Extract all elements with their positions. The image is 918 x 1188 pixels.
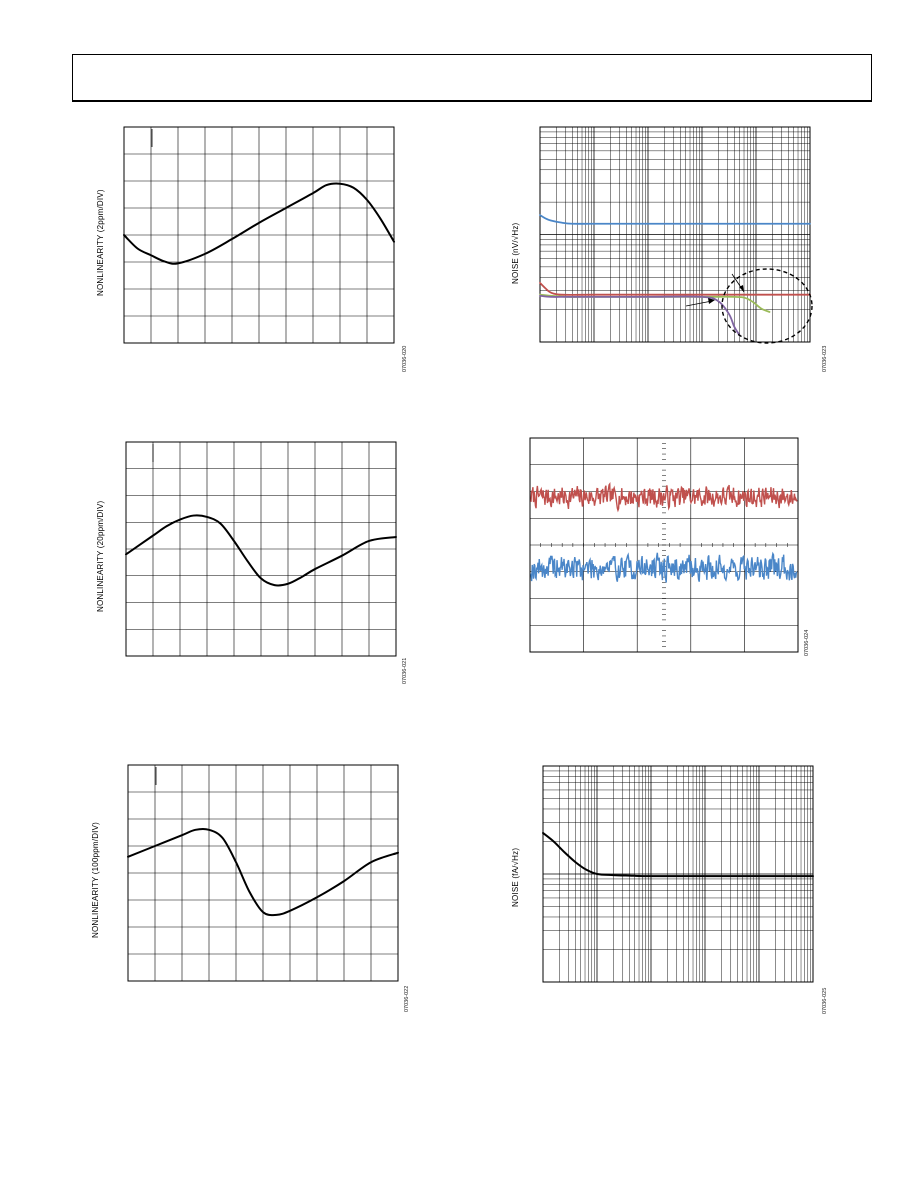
chart-4-figure-id: 07036-023: [822, 345, 828, 372]
chart-1-ylabel: NONLINEARITY (2ppm/DIV): [96, 189, 105, 296]
chart-2-ylabel: NONLINEARITY (20ppm/DIV): [96, 500, 105, 612]
chart-5-series-2: [530, 551, 798, 583]
chart-4-ylabel: NOISE (nV/√Hz): [511, 222, 520, 284]
chart-6-figure-id: 07036-025: [822, 987, 828, 1014]
chart-4-series-2: [539, 281, 811, 296]
chart-3-figure-id: 07036-022: [404, 985, 410, 1012]
chart-4-series-4: [539, 294, 741, 337]
chart-4-arrow-line: [685, 300, 713, 307]
chart-3-ylabel: NONLINEARITY (100ppm/DIV): [91, 822, 100, 938]
page-header-box: [72, 54, 872, 102]
chart-4-arrowhead: [708, 298, 715, 304]
chart-4-series-1: [539, 214, 811, 225]
chart-2-series-1: [125, 514, 397, 587]
chart-1-figure-id: 07036-020: [402, 345, 408, 372]
chart-6-series-1: [542, 831, 814, 878]
chart-1-series-1: [123, 182, 395, 265]
chart-2-figure-id: 07036-021: [402, 657, 408, 684]
chart-5-series-1: [530, 481, 798, 513]
chart-3-series-1: [127, 827, 399, 917]
chart-5-figure-id: 07036-024: [804, 629, 810, 656]
chart-4-dashed-circle: [721, 268, 813, 344]
chart-6-ylabel: NOISE (fA/√Hz): [511, 847, 520, 907]
chart-4-arrowhead: [739, 285, 744, 292]
